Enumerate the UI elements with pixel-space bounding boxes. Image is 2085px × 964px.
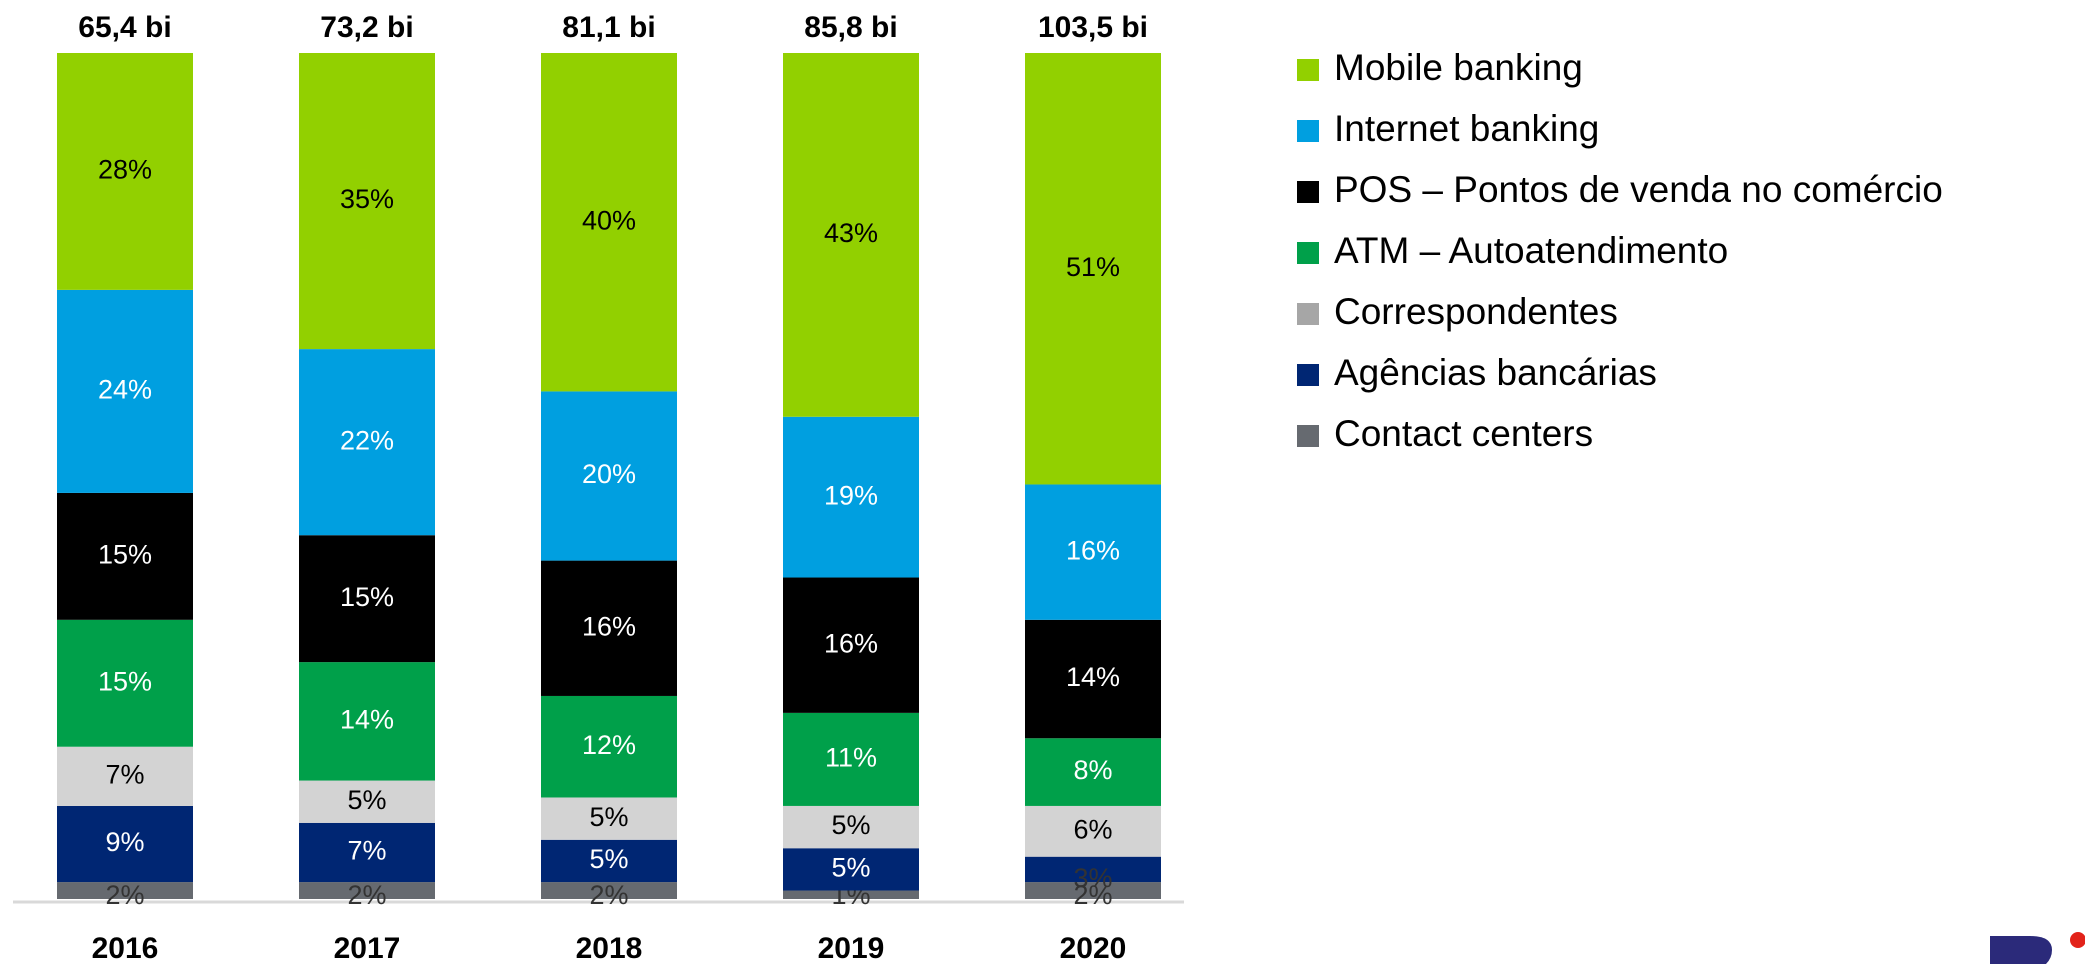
bar-segment [541,882,677,899]
legend-label: Agências bancárias [1334,352,1657,393]
bar-segment [1025,805,1161,857]
bar-segment [783,805,919,849]
segment-label: 5% [831,853,870,883]
bar-segment [783,712,919,806]
bar-segment [299,662,435,781]
bar-segment [1025,53,1161,485]
segment-label: 5% [831,810,870,840]
bar-segment [541,839,677,883]
legend-swatch [1297,59,1319,81]
bar-segment [1025,882,1161,899]
bar-segment [299,822,435,883]
bar-segment [57,492,193,620]
x-tick-label: 2016 [92,932,159,964]
segment-label: 28% [98,155,152,185]
legend-label: Correspondentes [1334,291,1618,332]
legend-swatch [1297,303,1319,325]
segment-label: 20% [582,459,636,489]
segment-label: 8% [1073,755,1112,785]
segment-label: 5% [589,844,628,874]
segment-label: 6% [1073,814,1112,844]
bar-segment [541,560,677,696]
segment-label: 15% [98,666,152,696]
bar-segment [1025,738,1161,806]
bar-segment [1025,619,1161,739]
segment-label: 7% [347,836,386,866]
bar-segment [783,416,919,578]
legend-swatch [1297,364,1319,386]
bar-segment [541,695,677,798]
bar-segment [299,349,435,536]
bar-segment [57,746,193,806]
segment-label: 2% [105,880,144,910]
segment-label: 19% [824,480,878,510]
segment-label: 2% [347,880,386,910]
segment-label: 3% [1073,863,1112,893]
segment-label: 2% [1073,880,1112,910]
segment-label: 16% [824,628,878,658]
bar-segment [783,53,919,417]
bar-segment [57,53,193,290]
total-label: 81,1 bi [562,11,655,44]
bar-segment [299,53,435,350]
segment-label: 16% [1066,535,1120,565]
segment-label: 22% [340,425,394,455]
x-tick-label: 2020 [1060,932,1127,964]
segment-label: 14% [1066,662,1120,692]
segment-label: 24% [98,375,152,405]
segment-label: 15% [98,539,152,569]
legend-label: POS – Pontos de venda no comércio [1334,169,1943,210]
segment-label: 2% [589,880,628,910]
bar-segment [57,619,193,747]
legend-label: Internet banking [1334,108,1599,149]
bar-segment [57,805,193,883]
legend-label: ATM – Autoatendimento [1334,230,1728,271]
bar-segment [1025,484,1161,620]
segment-label: 16% [582,611,636,641]
bar-segment [1025,856,1161,883]
bar-segment [541,391,677,561]
bar-segment [783,890,919,899]
logo-dot [2070,932,2085,948]
segment-label: 15% [340,582,394,612]
logo-shape [1990,936,2052,964]
segment-label: 43% [824,218,878,248]
segment-label: 14% [340,704,394,734]
bar-segment [541,797,677,840]
x-tick-label: 2018 [576,932,643,964]
legend-swatch [1297,425,1319,447]
bar-segment [541,53,677,392]
segment-label: 35% [340,184,394,214]
total-label: 103,5 bi [1038,11,1148,44]
segment-label: 7% [105,759,144,789]
segment-label: 5% [589,802,628,832]
segment-label: 12% [582,730,636,760]
segment-label: 11% [825,743,877,773]
bar-segment [299,882,435,899]
logo [1990,932,2085,964]
bar-segment [783,848,919,891]
legend-label: Contact centers [1334,413,1593,454]
legend-swatch [1297,181,1319,203]
legend-label: Mobile banking [1334,47,1583,88]
bar-segment [783,577,919,713]
total-label: 65,4 bi [78,11,171,44]
segment-label: 9% [105,827,144,857]
bar-segment [299,780,435,823]
legend-swatch [1297,120,1319,142]
bar-segment [57,882,193,899]
segment-label: 5% [347,785,386,815]
segment-label: 40% [582,205,636,235]
bar-segment [57,289,193,493]
x-tick-label: 2017 [334,932,401,964]
bar-segment [299,535,435,663]
total-label: 85,8 bi [804,11,897,44]
legend-swatch [1297,242,1319,264]
segment-label: 51% [1066,252,1120,282]
total-label: 73,2 bi [320,11,413,44]
x-tick-label: 2019 [818,932,885,964]
